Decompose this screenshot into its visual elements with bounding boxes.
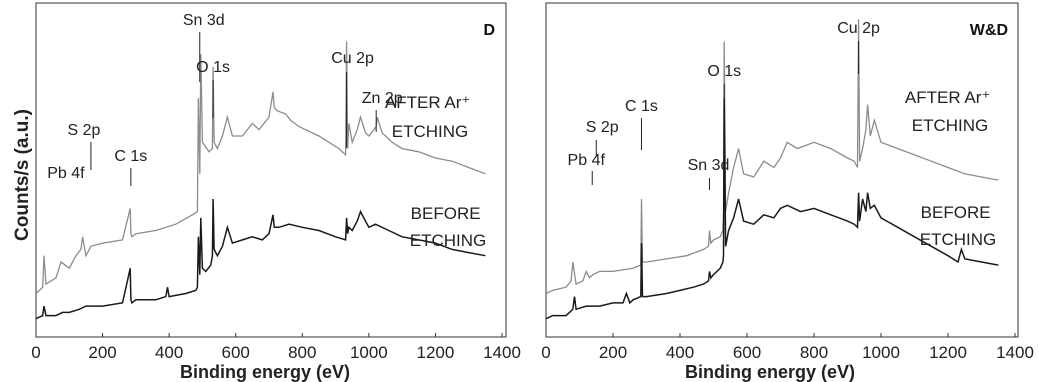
panel-wd-black-series bbox=[545, 98, 999, 320]
x-tick-label: 400 bbox=[666, 343, 694, 362]
panel-d-frame bbox=[35, 2, 507, 338]
x-tick-label: 0 bbox=[31, 343, 40, 362]
peak-label: Cu 2p bbox=[837, 20, 880, 37]
peak-label: Zn 2p bbox=[362, 90, 403, 107]
panel-wd-before-label-line2: ETCHING bbox=[920, 230, 997, 249]
peak-label: O 1s bbox=[707, 63, 741, 80]
x-tick-label: 800 bbox=[800, 343, 828, 362]
panel-wd-after-label-line1: AFTER Ar⁺ bbox=[905, 88, 990, 107]
panel-d-after-label-line1: AFTER Ar⁺ bbox=[385, 93, 470, 112]
panel-wd-after-label-line2: ETCHING bbox=[912, 116, 989, 135]
panel-wd-peak-annotations: Cu 2p O 1s C 1s S 2p Pb 4f Sn 3d bbox=[568, 20, 880, 190]
panel-d-label: D bbox=[483, 22, 495, 39]
peak-label: S 2p bbox=[586, 119, 619, 136]
peak-label: Pb 4f bbox=[568, 152, 606, 169]
panel-wd-grey-series bbox=[545, 19, 999, 295]
panel-d-before-label: BEFORE ETCHING bbox=[410, 204, 487, 250]
peak-label: C 1s bbox=[114, 148, 147, 165]
x-tick-label: 600 bbox=[733, 343, 761, 362]
panel-wd-x-axis-title: Binding energy (eV) bbox=[685, 362, 855, 382]
x-tick-label: 1000 bbox=[350, 343, 388, 362]
x-tick-label: 1200 bbox=[929, 343, 967, 362]
panel-d-x-axis-title: Binding energy (eV) bbox=[180, 362, 350, 382]
x-tick-label: 200 bbox=[599, 343, 627, 362]
panel-wd-before-etching-line bbox=[545, 98, 999, 320]
panel-wd-before-label: BEFORE ETCHING bbox=[920, 203, 997, 249]
panel-d-before-label-line1: BEFORE bbox=[411, 204, 481, 223]
peak-label: O 1s bbox=[196, 59, 230, 76]
x-tick-label: 600 bbox=[222, 343, 250, 362]
panel-d-black-series bbox=[35, 198, 486, 320]
x-tick-label: 1000 bbox=[862, 343, 900, 362]
panel-wd-frame bbox=[545, 2, 1019, 338]
peak-label: C 1s bbox=[625, 98, 658, 115]
x-tick-label: 1400 bbox=[483, 343, 521, 362]
panel-wd-x-axis-ticks: 0 200 400 600 800 1000 1200 1400 bbox=[541, 333, 1034, 362]
panel-d-after-label-line2: ETCHING bbox=[392, 122, 469, 141]
peak-label: Sn 3d bbox=[688, 157, 730, 174]
y-axis-title: Counts/s (a.u.) bbox=[12, 109, 33, 241]
panel-d-grey-series bbox=[35, 41, 486, 294]
peak-label: Sn 3d bbox=[183, 12, 225, 29]
panel-wd-after-label: AFTER Ar⁺ ETCHING bbox=[905, 88, 995, 135]
panel-d-before-etching-line bbox=[35, 198, 486, 320]
panel-wd: Cu 2p O 1s C 1s S 2p Pb 4f Sn 3d W&D AFTER Ar… bbox=[541, 2, 1034, 382]
x-tick-label: 400 bbox=[155, 343, 183, 362]
panel-d: Sn 3d O 1s Cu 2p Zn 2p C 1s S 2p Pb 4f D AFTER… bbox=[31, 2, 521, 382]
panel-d-x-axis-ticks: 0 200 400 600 800 1000 1200 1400 bbox=[31, 333, 521, 362]
panel-wd-before-label-line1: BEFORE bbox=[921, 203, 991, 222]
panel-d-before-label-line2: ETCHING bbox=[410, 231, 487, 250]
panel-d-peak-annotations: Sn 3d O 1s Cu 2p Zn 2p C 1s S 2p Pb 4f bbox=[47, 12, 403, 186]
panel-wd-after-etching-line bbox=[545, 19, 999, 295]
x-tick-label: 0 bbox=[541, 343, 550, 362]
x-tick-label: 200 bbox=[88, 343, 116, 362]
panel-d-after-label: AFTER Ar⁺ ETCHING bbox=[385, 93, 475, 141]
panel-d-after-etching-line bbox=[35, 41, 486, 294]
peak-label: Pb 4f bbox=[47, 165, 85, 182]
x-tick-label: 1200 bbox=[417, 343, 455, 362]
x-tick-label: 800 bbox=[288, 343, 316, 362]
panel-wd-label: W&D bbox=[970, 22, 1008, 39]
peak-label: S 2p bbox=[67, 122, 100, 139]
x-tick-label: 1400 bbox=[996, 343, 1034, 362]
peak-label: Cu 2p bbox=[331, 50, 374, 67]
